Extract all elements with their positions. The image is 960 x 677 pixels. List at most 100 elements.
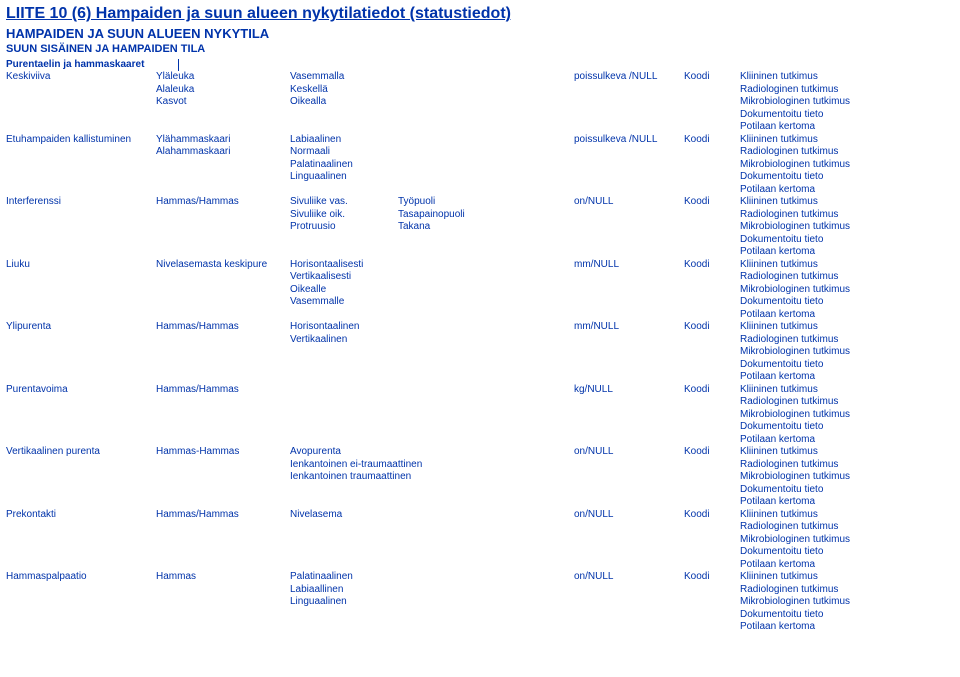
cell: Työpuoli	[398, 196, 574, 209]
cell: Dokumentoitu tieto	[740, 359, 910, 372]
cell: Sivuliike vas.	[290, 196, 398, 209]
cell: Linguaalinen	[290, 596, 398, 609]
cell: Kliininen tutkimus	[740, 509, 910, 522]
col-value-type: mm/NULL	[574, 321, 684, 334]
cell: Horisontaalisesti	[290, 259, 398, 272]
col-name: Ylipurenta	[6, 321, 156, 334]
cell	[398, 321, 574, 334]
subtitle-1: HAMPAIDEN JA SUUN ALUEEN NYKYTILA	[6, 26, 954, 42]
cell	[290, 384, 398, 397]
cell: Potilaan kertoma	[740, 371, 910, 384]
col-detail	[398, 259, 574, 309]
table-row: YlipurentaHammas/HammasHorisontaalinenVe…	[6, 321, 954, 384]
cell	[398, 584, 574, 597]
col-subject: Hammas/Hammas	[156, 509, 290, 522]
col-result-type: Kliininen tutkimusRadiologinen tutkimusM…	[740, 134, 910, 197]
cell: Dokumentoitu tieto	[740, 234, 910, 247]
cell	[398, 96, 574, 109]
col-name: Liuku	[6, 259, 156, 272]
cell	[398, 259, 574, 272]
cell: Horisontaalinen	[290, 321, 398, 334]
col-option: HorisontaalisestiVertikaalisestiOikealle…	[290, 259, 398, 309]
cell	[398, 459, 574, 472]
col-subject: Hammas/Hammas	[156, 384, 290, 397]
cell	[398, 471, 574, 484]
col-detail	[398, 509, 574, 522]
col-code-label: Koodi	[684, 571, 740, 584]
col-code-label: Koodi	[684, 321, 740, 334]
col-option	[290, 384, 398, 397]
cell: Palatinaalinen	[290, 571, 398, 584]
col-result-type: Kliininen tutkimusRadiologinen tutkimusM…	[740, 571, 910, 634]
cell	[398, 384, 574, 397]
col-result-type: Kliininen tutkimusRadiologinen tutkimusM…	[740, 446, 910, 509]
cell: Kliininen tutkimus	[740, 384, 910, 397]
cell: Sivuliike oik.	[290, 209, 398, 222]
cell: Radiologinen tutkimus	[740, 584, 910, 597]
cell: Potilaan kertoma	[740, 121, 910, 134]
col-result-type: Kliininen tutkimusRadiologinen tutkimusM…	[740, 71, 910, 134]
col-code-label: Koodi	[684, 509, 740, 522]
cell: Dokumentoitu tieto	[740, 296, 910, 309]
col-option: PalatinaalinenLabiaallinenLinguaalinen	[290, 571, 398, 609]
cell: Potilaan kertoma	[740, 309, 910, 322]
cell: Takana	[398, 221, 574, 234]
cell: Hammas	[156, 571, 290, 584]
col-subject: Nivelasemasta keskipure	[156, 259, 290, 272]
col-result-type: Kliininen tutkimusRadiologinen tutkimusM…	[740, 321, 910, 384]
col-value-type: on/NULL	[574, 196, 684, 209]
cell: Hammas/Hammas	[156, 196, 290, 209]
col-value-type: poissulkeva /NULL	[574, 134, 684, 147]
col-value-type: on/NULL	[574, 571, 684, 584]
col-subject: Hammas/Hammas	[156, 196, 290, 209]
cell: Dokumentoitu tieto	[740, 484, 910, 497]
cell: Potilaan kertoma	[740, 621, 910, 634]
col-code-label: Koodi	[684, 384, 740, 397]
col-detail	[398, 134, 574, 184]
cell	[398, 71, 574, 84]
table-row: PurentavoimaHammas/Hammaskg/NULLKoodiKli…	[6, 384, 954, 447]
cell: Oikealla	[290, 96, 398, 109]
cell: Dokumentoitu tieto	[740, 109, 910, 122]
col-value-type: poissulkeva /NULL	[574, 71, 684, 84]
cell: Radiologinen tutkimus	[740, 146, 910, 159]
col-option: VasemmallaKeskelläOikealla	[290, 71, 398, 109]
col-name: Prekontakti	[6, 509, 156, 522]
cell: Kliininen tutkimus	[740, 134, 910, 147]
table-row: Etuhampaiden kallistuminenYlähammaskaari…	[6, 134, 954, 197]
cell: Hammas/Hammas	[156, 509, 290, 522]
col-value-type: on/NULL	[574, 509, 684, 522]
table-row: PrekontaktiHammas/HammasNivelasema on/NUL…	[6, 509, 954, 572]
cell	[398, 284, 574, 297]
col-option: Nivelasema	[290, 509, 398, 522]
cell: Nivelasema	[290, 509, 398, 522]
cell: Kliininen tutkimus	[740, 196, 910, 209]
col-detail	[398, 384, 574, 397]
document-page: LIITE 10 (6) Hampaiden ja suun alueen ny…	[0, 0, 960, 634]
cell: Radiologinen tutkimus	[740, 521, 910, 534]
cell: Radiologinen tutkimus	[740, 396, 910, 409]
cell: Radiologinen tutkimus	[740, 334, 910, 347]
cell: Ienkantoinen traumaattinen	[290, 471, 398, 484]
cell: Vertikaalinen	[290, 334, 398, 347]
col-option: Sivuliike vas.Sivuliike oik.Protruusio	[290, 196, 398, 234]
col-option: LabiaalinenNormaaliPalatinaalinenLinguaa…	[290, 134, 398, 184]
cell: Vertikaalisesti	[290, 271, 398, 284]
cell: Mikrobiologinen tutkimus	[740, 596, 910, 609]
cell: Mikrobiologinen tutkimus	[740, 96, 910, 109]
cell	[398, 596, 574, 609]
cell: Avopurenta	[290, 446, 398, 459]
table-row: Vertikaalinen purentaHammas-HammasAvopur…	[6, 446, 954, 509]
cell: Protruusio	[290, 221, 398, 234]
cell: Mikrobiologinen tutkimus	[740, 284, 910, 297]
col-code-label: Koodi	[684, 134, 740, 147]
col-name: Interferenssi	[6, 196, 156, 209]
cell: Radiologinen tutkimus	[740, 271, 910, 284]
cell: Mikrobiologinen tutkimus	[740, 346, 910, 359]
subtitle-2: SUUN SISÄINEN JA HAMPAIDEN TILA	[6, 43, 954, 57]
col-option: HorisontaalinenVertikaalinen	[290, 321, 398, 346]
cell: Hammas/Hammas	[156, 384, 290, 397]
col-subject: Hammas-Hammas	[156, 446, 290, 459]
cell: Ienkantoinen ei-traumaattinen	[290, 459, 398, 472]
col-subject: Hammas	[156, 571, 290, 584]
